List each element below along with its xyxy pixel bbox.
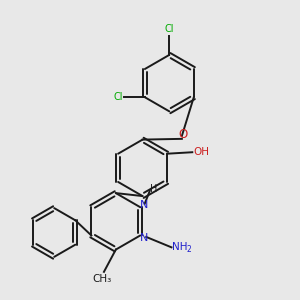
Text: O: O bbox=[179, 128, 188, 141]
Text: CH₃: CH₃ bbox=[93, 274, 112, 284]
Text: Cl: Cl bbox=[113, 92, 123, 102]
Text: N: N bbox=[140, 233, 148, 243]
Text: H: H bbox=[150, 184, 158, 194]
Text: N: N bbox=[140, 200, 148, 210]
Text: 2: 2 bbox=[187, 245, 192, 254]
Text: OH: OH bbox=[193, 147, 209, 157]
Text: Cl: Cl bbox=[165, 24, 174, 34]
Text: NH: NH bbox=[172, 242, 188, 252]
